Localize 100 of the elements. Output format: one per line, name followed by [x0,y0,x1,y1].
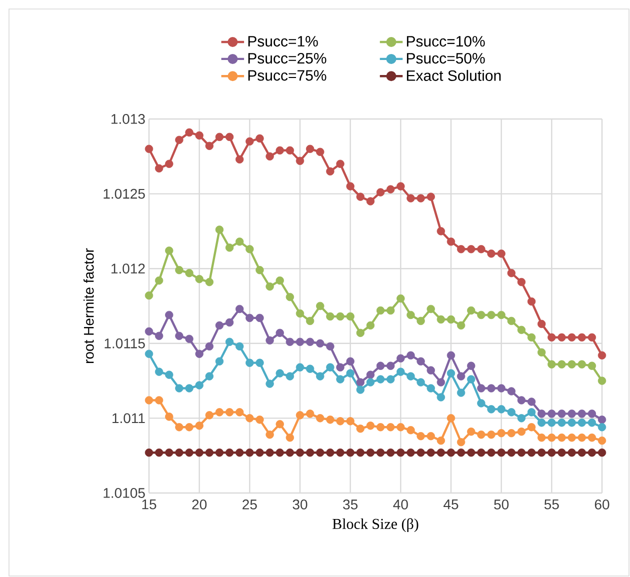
point [497,384,506,392]
point [548,434,556,442]
point [154,448,164,457]
point [296,309,304,318]
point [336,312,344,321]
point [276,369,284,378]
point [266,380,274,388]
point [346,369,354,378]
y-tick-label: 1.011 [112,413,145,424]
point [527,408,536,416]
point [246,137,254,146]
point [446,238,456,246]
point [456,321,466,330]
point [205,278,214,286]
point [316,302,324,310]
point [366,197,375,206]
point [306,410,314,418]
point [165,370,174,379]
point [416,316,425,326]
point [507,387,516,396]
point [487,430,496,439]
point [537,348,546,356]
point [416,448,425,457]
point [527,448,536,457]
x-tick-label: 30 [292,500,308,510]
y-axis-title: root Hermite factor [84,248,94,364]
point [396,354,405,362]
point [578,360,586,368]
point [436,378,446,386]
point [588,418,596,427]
point [326,448,334,457]
point [517,428,526,436]
point [558,434,566,442]
point [456,372,466,380]
point [356,192,364,201]
point [416,357,425,366]
point [558,448,566,457]
point [548,410,556,418]
point [165,246,174,255]
point [467,306,476,315]
point [386,448,395,457]
point [568,434,576,442]
point [286,292,294,302]
point [266,448,274,457]
point [144,396,154,404]
x-tick-label: 15 [142,500,156,510]
point [497,448,506,457]
point [144,350,154,358]
point [246,358,254,367]
y-tick-label: 1.0125 [104,188,145,199]
point [456,245,466,254]
point [296,156,304,165]
point [588,410,596,418]
point [477,245,486,254]
point [256,266,264,274]
point [326,416,334,424]
point [225,448,234,457]
point [326,342,334,350]
point [336,448,344,457]
point [346,182,354,190]
legend-label: Psucc=25% [248,52,326,64]
point [376,423,385,432]
point [588,434,596,442]
point [215,448,224,457]
y-tick-label: 1.0115 [104,338,145,348]
point [568,448,576,457]
point [225,408,234,416]
point [467,245,476,254]
point [165,310,174,320]
point [588,448,596,457]
point [598,351,606,360]
point [537,320,546,328]
point [215,321,224,330]
point [185,423,194,432]
point [175,423,184,432]
point [598,436,606,445]
point [356,448,364,457]
point [185,448,194,457]
point [205,372,214,380]
point [276,420,284,428]
point [276,276,284,285]
point [467,375,476,384]
point [507,429,516,438]
point [326,363,334,372]
point [517,414,526,422]
point [527,297,536,306]
x-tick-label: 45 [444,500,458,510]
point [236,304,244,314]
point [366,378,375,386]
point [316,448,324,457]
point [316,414,324,422]
point [195,422,204,430]
x-tick-label: 40 [393,500,408,510]
point [507,448,516,457]
point [175,136,184,144]
legend-label: Psucc=50% [406,52,485,64]
point [406,448,415,457]
point [436,436,446,445]
point [236,155,244,164]
point [266,282,274,291]
